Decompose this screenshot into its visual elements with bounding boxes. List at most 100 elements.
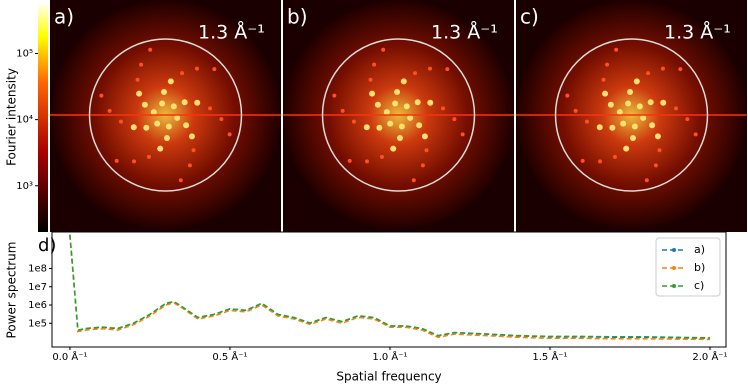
y-tick-label: 1e6	[28, 300, 47, 311]
diffraction-spot	[165, 123, 172, 130]
y-tick-label: 1e7	[28, 282, 47, 293]
x-axis-label: Spatial frequency	[336, 370, 441, 384]
diffraction-spot	[400, 78, 407, 85]
colorbar	[38, 2, 48, 232]
diffraction-spot	[154, 120, 161, 127]
diffraction-spot	[363, 124, 370, 131]
diffraction-spot	[411, 178, 416, 183]
diffraction-spot	[647, 99, 654, 106]
diffraction-spot	[383, 109, 390, 116]
diffraction-spot	[130, 124, 137, 131]
legend-marker	[672, 284, 676, 288]
diffraction-spot	[163, 134, 170, 141]
y-tick-label: 1e8	[28, 264, 47, 275]
legend-label: c)	[694, 279, 704, 292]
scale-annotation: 1.3 Å⁻¹	[198, 21, 265, 44]
colorbar-label: Fourier intensity	[5, 68, 19, 166]
diffraction-spot	[183, 122, 190, 129]
diffraction-spot	[157, 145, 164, 152]
diffraction-spot	[407, 114, 414, 121]
diffraction-spot	[427, 66, 432, 71]
diffraction-spot	[416, 122, 423, 129]
y-tick-label: 1e5	[28, 318, 47, 329]
diffraction-spot	[573, 108, 578, 113]
diffraction-spot	[376, 124, 383, 131]
diffraction-spot	[598, 159, 603, 164]
diffraction-spot	[194, 66, 199, 71]
diffraction-spot	[427, 99, 434, 106]
diffraction-spot	[649, 122, 656, 129]
diffraction-spot	[187, 163, 192, 168]
diffraction-spot	[396, 134, 403, 141]
diffraction-spot	[654, 133, 661, 140]
diffraction-spot	[372, 62, 377, 67]
y-axis-label: Power spectrum	[5, 242, 19, 339]
diffraction-spot	[633, 78, 640, 85]
diffraction-spot	[660, 66, 665, 71]
radius-circle	[321, 38, 476, 192]
panel-label: b)	[287, 5, 308, 29]
scale-annotation: 1.3 Å⁻¹	[664, 21, 731, 44]
diffraction-spot	[159, 100, 166, 107]
diffraction-spot	[441, 106, 446, 111]
diffraction-spot	[365, 159, 370, 164]
diffraction-spot	[188, 133, 195, 140]
x-tick-label: 0.5 Å⁻¹	[212, 350, 247, 363]
diffraction-spot	[136, 90, 143, 97]
x-tick-label: 1.0 Å⁻¹	[372, 350, 407, 363]
diffraction-spot	[139, 62, 144, 67]
diffraction-spot	[178, 178, 183, 183]
diffraction-spot	[584, 119, 589, 124]
x-tick-label: 1.5 Å⁻¹	[532, 350, 567, 363]
diffraction-spot	[609, 124, 616, 131]
diffraction-spot	[148, 47, 153, 52]
diffraction-spot	[146, 154, 151, 159]
diffraction-spot	[685, 117, 690, 122]
diffraction-spot	[381, 47, 386, 52]
scale-annotation: 1.3 Å⁻¹	[431, 21, 498, 44]
diffraction-spot	[347, 158, 352, 163]
series-line	[69, 234, 711, 340]
x-tick-label: 0.0 Å⁻¹	[52, 350, 87, 363]
image-panels: 10³ 10⁴ 10⁵ Fourier intensity a) 1.3 Å⁻¹ b) 1.3…	[5, 0, 747, 232]
diffraction-spot	[693, 132, 698, 137]
panel-label: d)	[38, 235, 56, 256]
diffraction-spot	[413, 71, 418, 76]
diffraction-spot	[653, 163, 658, 168]
diffraction-spot	[340, 108, 345, 113]
diffraction-spot	[596, 124, 603, 131]
plot-frame	[51, 231, 727, 348]
diffraction-spot	[181, 99, 188, 106]
diffraction-spot	[143, 124, 150, 131]
diffraction-spot	[424, 148, 429, 153]
diffraction-spot	[612, 154, 617, 159]
legend-box	[655, 237, 721, 297]
diffraction-spot	[180, 71, 185, 76]
legend-marker	[672, 248, 676, 252]
diffraction-spot	[678, 67, 683, 72]
diffraction-spot	[629, 134, 636, 141]
diffraction-spot	[403, 103, 410, 110]
panel-label: a)	[54, 5, 74, 29]
diffraction-spot	[390, 145, 397, 152]
legend-marker	[672, 266, 676, 270]
diffraction-spot	[394, 89, 401, 96]
diffraction-spot	[420, 163, 425, 168]
diffraction-spot	[605, 62, 610, 67]
diffraction-spot	[398, 123, 405, 130]
diffraction-spot	[369, 90, 376, 97]
diffraction-spot	[452, 117, 457, 122]
diffraction-spot	[219, 117, 224, 122]
diffraction-spot	[657, 148, 662, 153]
series-line	[69, 234, 711, 339]
diffraction-spot	[623, 145, 630, 152]
diffraction-spot	[625, 100, 632, 107]
diffraction-spot	[208, 106, 213, 111]
diffraction-spot	[379, 154, 384, 159]
diffraction-spot	[646, 71, 651, 76]
diffraction-spot	[620, 120, 627, 127]
diffraction-spot	[636, 103, 643, 110]
diffraction-spot	[601, 77, 606, 82]
diffraction-spot	[421, 133, 428, 140]
